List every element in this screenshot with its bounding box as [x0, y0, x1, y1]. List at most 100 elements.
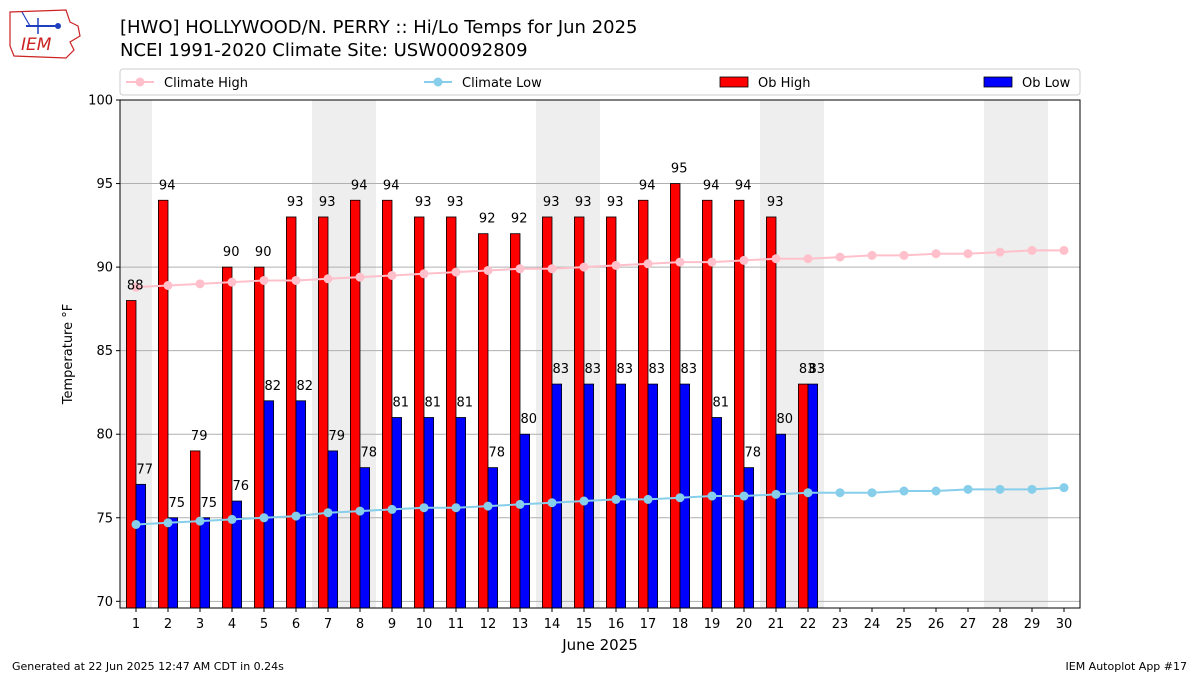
ob-high-value-label: 92 — [479, 212, 496, 227]
weekend-band — [984, 100, 1048, 608]
y-tick-label: 90 — [96, 261, 113, 276]
climate-high-point — [675, 257, 685, 267]
legend-label: Ob Low — [1022, 76, 1071, 91]
x-tick-label: 17 — [640, 617, 657, 632]
iem-logo: IEM — [9, 9, 81, 59]
x-tick-label: 3 — [196, 617, 204, 632]
climate-low-point — [387, 504, 397, 514]
legend-box — [119, 68, 1081, 96]
climate-lines — [131, 245, 1069, 529]
climate-low-point — [259, 513, 269, 523]
climate-low-point — [355, 506, 365, 516]
x-tick-label: 13 — [512, 617, 529, 632]
ob-high-value-label: 90 — [255, 245, 272, 260]
climate-high-point — [963, 249, 973, 259]
x-tick-label: 7 — [324, 617, 332, 632]
x-tick-label: 15 — [576, 617, 593, 632]
ob-low-bar — [519, 433, 531, 609]
ob-high-value-label: 93 — [415, 195, 432, 210]
climate-high-point — [131, 282, 141, 292]
ob-low-value-label: 78 — [489, 446, 506, 461]
x-tick-label: 29 — [1024, 617, 1041, 632]
climate-high-point — [579, 262, 589, 272]
legend-label: Climate High — [164, 76, 248, 91]
ob-high-value-label: 90 — [223, 245, 240, 260]
climate-high-point — [163, 280, 173, 290]
ob-low-value-label: 83 — [617, 362, 634, 377]
y-tick-label: 75 — [96, 511, 113, 526]
x-tick-label: 6 — [292, 617, 300, 632]
climate-low-point — [963, 484, 973, 494]
ob-low-bar — [359, 467, 371, 609]
legend: Climate High Climate Low Ob High Ob Low — [119, 68, 1081, 96]
ob-low-bar — [487, 467, 499, 609]
ob-high-bar — [477, 233, 489, 609]
ob-high-value-label: 93 — [575, 195, 592, 210]
climate-high-point — [419, 269, 429, 279]
climate-low-point — [291, 511, 301, 521]
ob-high-bar — [349, 199, 361, 609]
ob-low-bar — [711, 417, 723, 609]
climate-high-point — [739, 255, 749, 265]
ob-low-value-label: 75 — [201, 496, 218, 511]
legend-label: Climate Low — [462, 76, 542, 91]
x-tick-label: 8 — [356, 617, 364, 632]
climate-high-point — [1059, 245, 1069, 255]
climate-low-point — [515, 499, 525, 509]
ob-low-value-label: 82 — [297, 379, 314, 394]
ob-low-value-label: 80 — [777, 412, 794, 427]
ob-high-value-label: 93 — [287, 195, 304, 210]
climate-low-point — [899, 486, 909, 496]
ob-high-value-label: 94 — [351, 178, 368, 193]
climate-high-point — [899, 250, 909, 260]
climate-low-point — [675, 493, 685, 503]
climate-low-point — [163, 518, 173, 528]
climate-low-point — [547, 498, 557, 508]
y-tick-label: 80 — [96, 428, 113, 443]
ob-high-value-label: 83 — [799, 362, 816, 377]
ob-low-bar — [199, 517, 211, 609]
ob-high-value-label: 79 — [191, 429, 208, 444]
climate-low-point — [803, 488, 813, 498]
ob-high-value-label: 88 — [127, 279, 144, 294]
x-tick-label: 5 — [260, 617, 268, 632]
x-tick-label: 18 — [672, 617, 689, 632]
legend-label: Ob High — [758, 76, 811, 91]
climate-low-point — [451, 503, 461, 513]
climate-low-point — [835, 488, 845, 498]
climate-high-point — [803, 254, 813, 264]
ob-low-bar — [743, 467, 755, 609]
ob-high-bar — [189, 450, 201, 609]
ob-high-bar — [766, 216, 777, 609]
climate-high-point — [707, 257, 717, 267]
ob-low-value-label: 83 — [553, 362, 570, 377]
climate-high-point — [483, 265, 493, 275]
ob-high-value-label: 93 — [543, 195, 560, 210]
x-axis-label: June 2025 — [561, 636, 638, 654]
y-tick-label: 70 — [96, 595, 113, 610]
climate-low-point — [1059, 483, 1069, 493]
ob-low-bar — [135, 483, 147, 609]
y-axis-label: Temperature °F — [61, 304, 76, 405]
climate-high-point — [451, 267, 461, 277]
climate-low-point — [227, 514, 237, 524]
y-tick-label: 95 — [96, 177, 113, 192]
x-tick-label: 2 — [164, 617, 172, 632]
climate-high-point — [643, 259, 653, 269]
climate-high-point — [227, 277, 237, 287]
ob-high-bar — [221, 266, 233, 609]
ob-high-value-label: 95 — [671, 162, 688, 177]
plot-frame — [119, 99, 1081, 609]
x-tick-label: 23 — [832, 617, 849, 632]
ob-high-bar — [126, 300, 137, 609]
ob-high-bar — [285, 216, 297, 609]
climate-low-point — [195, 516, 205, 526]
ob-high-bar — [606, 216, 617, 609]
ob-low-bar — [551, 383, 563, 609]
x-tick-label: 26 — [928, 617, 945, 632]
climate-high-point — [995, 247, 1005, 257]
ob-low-value-label: 76 — [233, 479, 250, 494]
bar-value-labels: 88 94 79 90 90 93 93 94 94 93 93 92 92 93 93 93 94 95 94 94… — [127, 162, 825, 511]
ob-low-value-label: 83 — [681, 362, 698, 377]
climate-high-line — [135, 249, 1064, 289]
